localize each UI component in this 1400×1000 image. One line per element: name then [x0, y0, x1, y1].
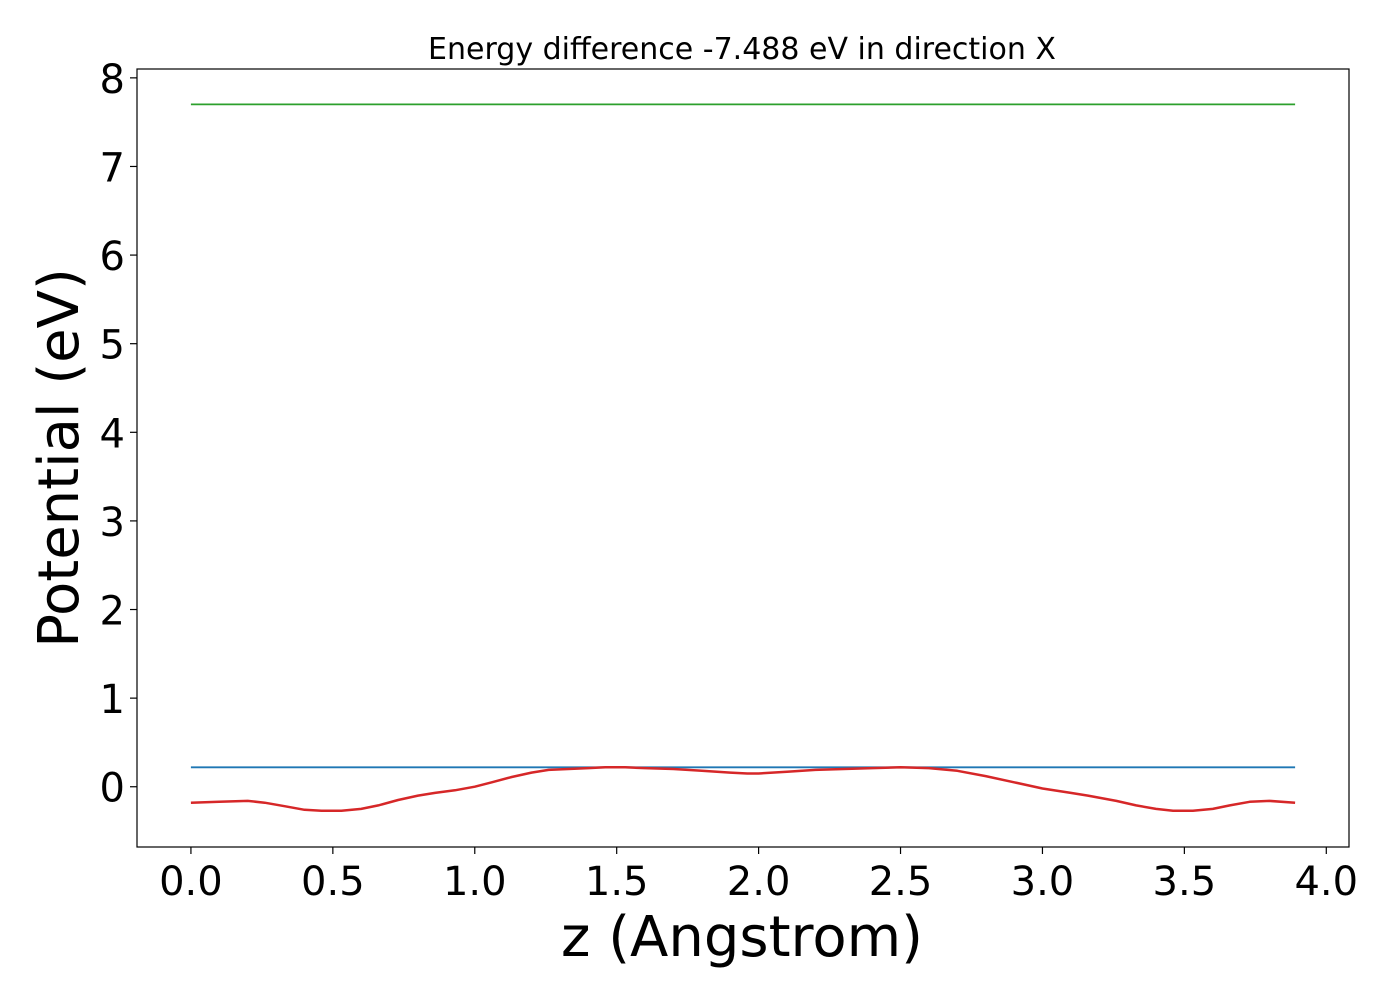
y-tick-label: 0 — [100, 766, 125, 812]
y-axis-label: Potential (eV) — [27, 268, 92, 648]
y-axis: 0 1 2 3 4 5 6 7 8 — [100, 57, 137, 812]
y-tick-label: 3 — [100, 500, 125, 546]
y-tick-label: 1 — [100, 677, 125, 723]
x-axis: 0.0 0.5 1.0 1.5 2.0 2.5 3.0 3.5 4.0 — [159, 847, 1358, 905]
x-tick-label: 1.0 — [443, 859, 507, 905]
x-tick-label: 2.0 — [727, 859, 791, 905]
x-tick-label: 0.0 — [159, 859, 223, 905]
x-tick-label: 3.5 — [1153, 859, 1217, 905]
x-axis-label: z (Angstrom) — [561, 905, 923, 970]
y-tick-label: 8 — [100, 57, 125, 103]
x-tick-label: 2.5 — [869, 859, 933, 905]
x-tick-label: 0.5 — [301, 859, 365, 905]
plot-area — [136, 68, 1350, 848]
x-tick-label: 1.5 — [585, 859, 649, 905]
y-tick-label: 2 — [100, 589, 125, 635]
y-tick-label: 6 — [100, 234, 125, 280]
y-tick-label: 4 — [100, 411, 125, 457]
chart-title: Energy difference -7.488 eV in direction… — [428, 32, 1056, 67]
series-line-3 — [190, 766, 1296, 812]
y-tick-label: 5 — [100, 323, 125, 369]
x-tick-label: 4.0 — [1294, 859, 1358, 905]
x-tick-label: 3.0 — [1011, 859, 1075, 905]
y-tick-label: 7 — [100, 145, 125, 191]
series-layer — [190, 103, 1296, 812]
